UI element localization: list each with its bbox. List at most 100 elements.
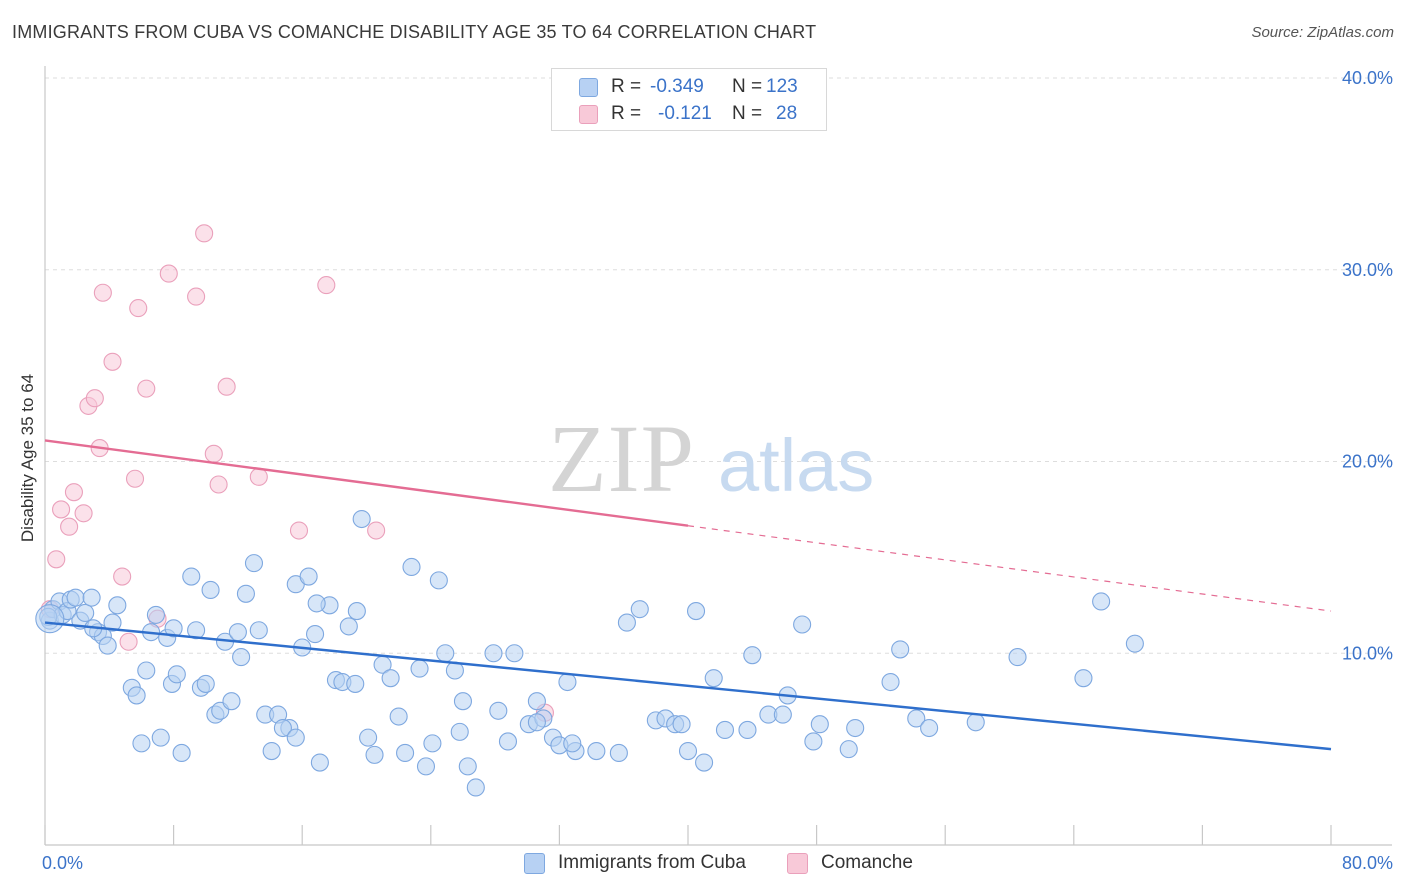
cuba-point (347, 602, 366, 621)
cuba-point (402, 557, 421, 577)
legend-r-label: R = (611, 76, 642, 97)
cuba-point (222, 692, 241, 711)
comanche-point (317, 276, 336, 295)
comanche-point (217, 377, 236, 396)
tick-labels: 10.0% 20.0% 30.0% 40.0% 0.0% 80.0% (42, 68, 1393, 873)
cuba-point (146, 605, 165, 624)
cuba-point (76, 603, 95, 623)
cuba-point (617, 613, 636, 632)
cuba-point (196, 674, 215, 693)
cuba-point (587, 741, 606, 761)
cuba-point (1074, 669, 1093, 688)
cuba-point (167, 665, 186, 684)
comanche-trend-line (44, 439, 689, 527)
cuba-point (436, 644, 455, 663)
cuba-point (558, 672, 577, 692)
cuba-point (307, 594, 326, 613)
cuba-point (498, 732, 518, 751)
legend-n-value: 28 (776, 103, 798, 124)
cuba-point (232, 648, 251, 667)
cuba-point (907, 709, 926, 728)
cuba-point (609, 743, 628, 763)
cuba-point (410, 659, 429, 678)
correlation-legend: R = -0.349 N = 123 R = -0.121 N = 28 (551, 68, 827, 131)
cuba-point (793, 615, 812, 634)
legend-swatch-cuba (579, 78, 598, 97)
cuba-point (804, 732, 823, 751)
trend-lines (44, 439, 1332, 751)
cuba-point (262, 741, 281, 761)
legend-row-cuba: R = -0.349 N = 123 (552, 74, 826, 100)
legend-row-comanche: R = -0.121 N = 28 (552, 101, 826, 127)
comanche-trend-extension (687, 525, 1332, 612)
comanche-point (52, 500, 71, 519)
comanche-point (209, 475, 228, 494)
comanche-point (137, 379, 156, 398)
cuba-point (920, 718, 939, 738)
cuba-point (423, 734, 442, 753)
cuba-point (346, 674, 365, 693)
cuba-point (66, 588, 85, 607)
cuba-point (458, 757, 477, 776)
legend-n-label: N = (732, 103, 763, 124)
cuba-point (1008, 648, 1027, 667)
cuba-point (306, 625, 325, 644)
cuba-point (1092, 592, 1111, 611)
comanche-point (93, 283, 112, 302)
comanche-point (249, 467, 268, 486)
cuba-point (527, 713, 546, 732)
cuba-points (35, 509, 1144, 797)
legend-n-label: N = (732, 76, 763, 97)
cuba-point (286, 728, 305, 747)
cuba-point (416, 757, 436, 776)
cuba-point (151, 728, 170, 747)
y-axis-label: Disability Age 35 to 64 (18, 374, 37, 542)
cuba-point (236, 584, 255, 603)
cuba-point (172, 743, 191, 763)
cuba-point (686, 602, 706, 621)
cuba-point (450, 722, 469, 741)
comanche-point (187, 287, 206, 306)
comanche-point (125, 469, 145, 488)
comanche-point (195, 224, 214, 243)
cuba-point (1125, 634, 1144, 653)
cuba-point (352, 509, 371, 529)
cuba-point (773, 705, 792, 724)
cuba-point (228, 623, 247, 642)
cuba-point (182, 567, 201, 586)
cuba-point (137, 661, 156, 680)
cuba-point (563, 734, 582, 753)
cuba-point (365, 745, 384, 764)
legend-r-label: R = (611, 103, 642, 124)
cuba-point (389, 707, 408, 726)
cuba-point (381, 669, 400, 688)
cuba-point (82, 588, 101, 607)
cuba-point (966, 713, 985, 732)
y-tick-label: 10.0% (1342, 643, 1393, 663)
cuba-point (489, 701, 508, 720)
comanche-point (47, 550, 66, 569)
cuba-point (846, 718, 865, 738)
cuba-trend-line (44, 621, 1332, 751)
watermark: ZIP atlas (548, 405, 874, 512)
cuba-point (695, 753, 714, 772)
cuba-point (505, 644, 524, 663)
bottom-legend-label-comanche: Comanche (821, 852, 913, 873)
cuba-point (339, 617, 358, 636)
comanche-point (159, 264, 178, 283)
cuba-point (738, 720, 757, 740)
cuba-point (743, 646, 762, 665)
cuba-point (103, 613, 122, 632)
cuba-point (310, 753, 329, 772)
cuba-point (201, 580, 220, 600)
bottom-legend-label-cuba: Immigrants from Cuba (558, 852, 746, 873)
cuba-point (704, 669, 723, 688)
comanche-point (60, 517, 79, 536)
cuba-point (839, 740, 858, 759)
axes (44, 66, 1392, 846)
legend-r-value: -0.121 (658, 103, 712, 124)
cuba-point (187, 621, 206, 640)
cuba-point (678, 741, 698, 761)
comanche-point (113, 567, 132, 586)
